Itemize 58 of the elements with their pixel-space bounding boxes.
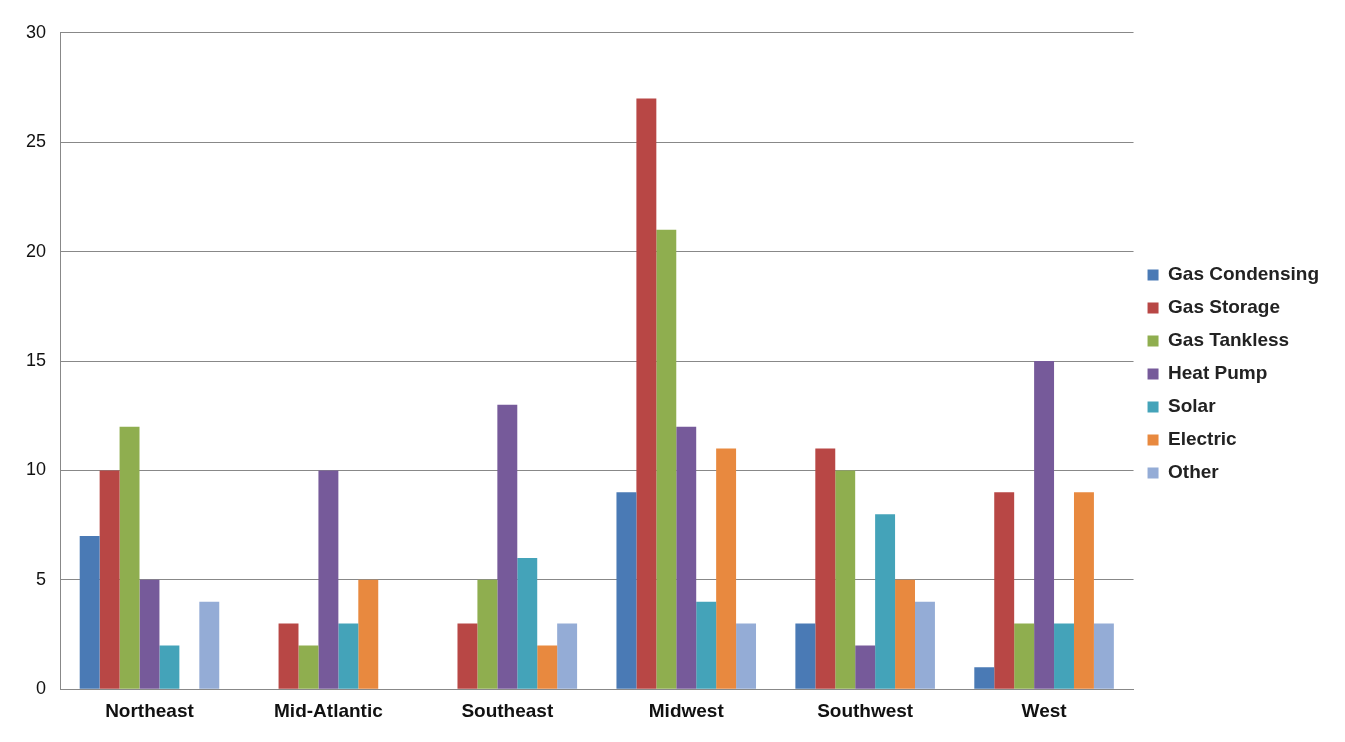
x-tick-label: West <box>1021 699 1068 721</box>
bar <box>716 448 737 689</box>
bar <box>1093 623 1114 689</box>
bar <box>139 579 160 689</box>
y-tick-label: 25 <box>25 131 47 152</box>
legend-label: Solar <box>1168 395 1217 417</box>
bar <box>99 470 120 689</box>
bar <box>915 601 935 689</box>
y-tick-label: 30 <box>25 21 47 42</box>
y-tick-label: 15 <box>25 349 47 370</box>
bar <box>537 645 558 689</box>
bar <box>1034 361 1055 689</box>
bar <box>676 426 697 689</box>
bar <box>1014 623 1035 689</box>
bar <box>557 623 578 689</box>
bar <box>875 514 896 689</box>
legend-label: Heat Pump <box>1168 362 1268 384</box>
bar <box>1073 492 1094 689</box>
bar <box>79 536 100 689</box>
bar <box>517 557 538 689</box>
y-tick-label: 20 <box>25 240 47 261</box>
bar <box>338 623 359 689</box>
bar <box>477 579 498 689</box>
bar <box>696 601 717 689</box>
x-tick-label: Midwest <box>648 699 725 721</box>
legend-label: Other <box>1168 461 1220 483</box>
bar <box>119 426 140 689</box>
bar <box>835 470 856 689</box>
legend-label: Electric <box>1168 428 1238 450</box>
bar <box>616 492 637 689</box>
bar <box>358 579 379 689</box>
bar <box>457 623 478 689</box>
bar <box>974 667 995 689</box>
x-tick-label: Southwest <box>817 699 914 721</box>
bar <box>815 448 836 689</box>
bar <box>855 645 876 689</box>
bar <box>1054 623 1074 689</box>
legend-label: Gas Tankless <box>1168 329 1290 351</box>
legend-label: Gas Storage <box>1168 296 1280 318</box>
y-tick-label: 5 <box>36 568 47 589</box>
legend-label: Gas Condensing <box>1168 263 1320 285</box>
bar <box>994 492 1015 689</box>
bar <box>298 645 319 689</box>
x-tick-label: Northeast <box>105 699 195 721</box>
bar <box>159 645 180 689</box>
bar <box>795 623 816 689</box>
x-tick-label: Southeast <box>461 699 554 721</box>
bar <box>318 470 339 689</box>
y-tick-label: 0 <box>36 678 47 699</box>
bar <box>736 623 757 689</box>
bar <box>199 601 220 689</box>
bar <box>636 98 657 689</box>
bar <box>497 404 518 689</box>
y-tick-label: 10 <box>25 459 47 480</box>
bar <box>278 623 299 689</box>
x-tick-label: Mid-Atlantic <box>274 699 384 721</box>
bar <box>895 579 915 689</box>
bar <box>656 229 677 689</box>
